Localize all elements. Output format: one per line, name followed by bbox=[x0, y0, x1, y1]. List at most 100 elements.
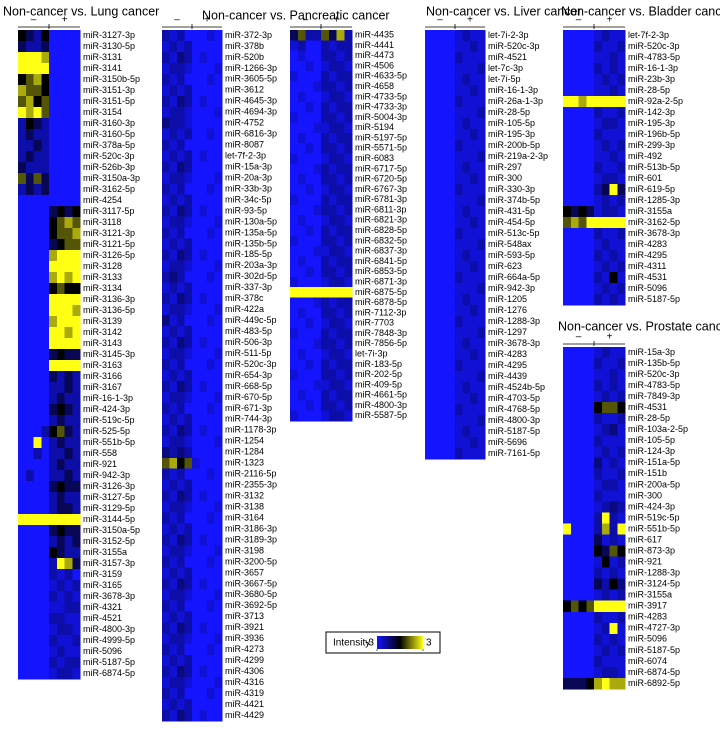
heatmap-cell bbox=[25, 558, 34, 570]
heatmap-cell bbox=[33, 503, 42, 515]
heatmap-cell bbox=[199, 194, 208, 206]
heatmap-cell bbox=[184, 282, 193, 294]
heatmap-cell bbox=[72, 30, 81, 42]
heatmap-cell bbox=[25, 481, 34, 493]
heatmap-cell bbox=[72, 162, 81, 174]
heatmap-cell bbox=[344, 338, 353, 350]
heatmap-cell bbox=[447, 74, 456, 86]
heatmap-cell bbox=[214, 567, 223, 579]
heatmap-cell bbox=[617, 556, 626, 569]
heatmap-cell bbox=[440, 272, 448, 284]
heatmap-cell bbox=[601, 611, 610, 624]
heatmap-cell bbox=[563, 41, 572, 53]
heatmap-cell bbox=[297, 297, 306, 309]
heatmap-cell bbox=[214, 304, 223, 316]
heatmap-cell bbox=[162, 512, 170, 524]
heatmap-cell bbox=[192, 370, 200, 382]
heatmap-cell bbox=[447, 338, 456, 350]
heatmap-cell bbox=[72, 360, 81, 372]
heatmap-cell bbox=[25, 129, 34, 141]
heatmap-cell bbox=[563, 140, 572, 152]
heatmap-cell bbox=[177, 446, 185, 459]
heatmap-cell bbox=[18, 162, 27, 174]
heatmap-cell bbox=[609, 622, 618, 635]
heatmap-cell bbox=[18, 184, 27, 196]
heatmap-cell bbox=[56, 118, 65, 130]
heatmap-cell bbox=[169, 106, 178, 119]
row-label: miR-511-5p bbox=[225, 348, 271, 358]
heatmap-cell bbox=[594, 228, 603, 240]
heatmap-cell bbox=[56, 294, 65, 306]
heatmap-cell bbox=[432, 217, 441, 229]
row-label: miR-4733-3p bbox=[355, 102, 407, 112]
heatmap-cell bbox=[214, 216, 223, 228]
heatmap-cells bbox=[18, 30, 81, 680]
heatmap-cell bbox=[33, 217, 42, 229]
row-label: miR-300 bbox=[628, 490, 662, 500]
heatmap-cell bbox=[477, 338, 486, 350]
heatmap-cell bbox=[586, 633, 595, 646]
row-label: miR-92a-2-5p bbox=[628, 96, 683, 106]
heatmap-cell bbox=[184, 62, 193, 75]
heatmap-cell bbox=[344, 50, 353, 62]
row-label: miR-4439 bbox=[488, 371, 527, 381]
heatmap-cell bbox=[432, 415, 441, 427]
heatmap-cell bbox=[470, 85, 478, 97]
row-label: let-7i-2-3p bbox=[488, 30, 529, 40]
heatmap-cell bbox=[41, 657, 50, 669]
heatmap-cell bbox=[25, 228, 34, 240]
heatmap-cell bbox=[56, 228, 65, 240]
heatmap-cell bbox=[49, 646, 58, 658]
heatmap-cell bbox=[56, 41, 65, 53]
heatmap-cell bbox=[184, 380, 193, 393]
heatmap-cell bbox=[18, 140, 27, 152]
heatmap-cell bbox=[192, 435, 200, 448]
heatmap-cell bbox=[578, 250, 587, 262]
heatmap-cell bbox=[56, 173, 65, 185]
heatmap-cell bbox=[462, 107, 471, 119]
row-label: miR-3138 bbox=[225, 501, 264, 511]
heatmap-cell bbox=[18, 316, 27, 328]
row-label: miR-6871-3p bbox=[355, 276, 407, 286]
heatmap-cell bbox=[447, 129, 456, 141]
heatmap-cell bbox=[477, 448, 486, 460]
heatmap-cell bbox=[184, 348, 193, 360]
heatmap-cell bbox=[25, 107, 34, 119]
heatmap-cell bbox=[25, 580, 34, 592]
heatmap-cell bbox=[56, 404, 65, 416]
heatmap-cell bbox=[470, 349, 478, 361]
heatmap-cell bbox=[64, 283, 73, 295]
heatmap-cell bbox=[49, 371, 58, 383]
row-label: miR-601 bbox=[628, 173, 662, 183]
heatmap-cell bbox=[578, 195, 587, 207]
heatmap-cell bbox=[601, 512, 610, 524]
heatmap-cell bbox=[305, 122, 314, 134]
heatmap-cell bbox=[184, 545, 193, 557]
row-label: miR-520c-3p bbox=[225, 359, 277, 369]
heatmap-cell bbox=[447, 228, 456, 240]
row-label: miR-3127-5p bbox=[83, 492, 135, 502]
heatmap-cell bbox=[321, 50, 330, 62]
heatmap-cell bbox=[64, 448, 73, 460]
heatmap-cell bbox=[586, 206, 595, 218]
heatmap-cell bbox=[336, 256, 345, 268]
heatmap-cell bbox=[214, 589, 223, 601]
heatmap-cell bbox=[470, 316, 478, 328]
heatmap-cell bbox=[440, 382, 448, 394]
heatmap-cell bbox=[440, 140, 448, 152]
heatmap-cell bbox=[336, 91, 345, 103]
heatmap-cell bbox=[169, 523, 178, 535]
heatmap-cell bbox=[18, 371, 27, 383]
heatmap-cell bbox=[199, 622, 208, 634]
heatmap-cell bbox=[570, 162, 579, 174]
heatmap-cell bbox=[162, 359, 170, 371]
heatmap-cell bbox=[570, 74, 579, 86]
heatmap-cell bbox=[462, 184, 471, 196]
heatmap-cell bbox=[64, 338, 73, 350]
heatmap-cell bbox=[455, 327, 463, 339]
heatmap-cell bbox=[64, 349, 73, 361]
heatmap-cell bbox=[33, 591, 42, 603]
heatmap-cell bbox=[578, 380, 587, 392]
heatmap-cell bbox=[313, 204, 322, 216]
heatmap-cell bbox=[455, 96, 463, 108]
